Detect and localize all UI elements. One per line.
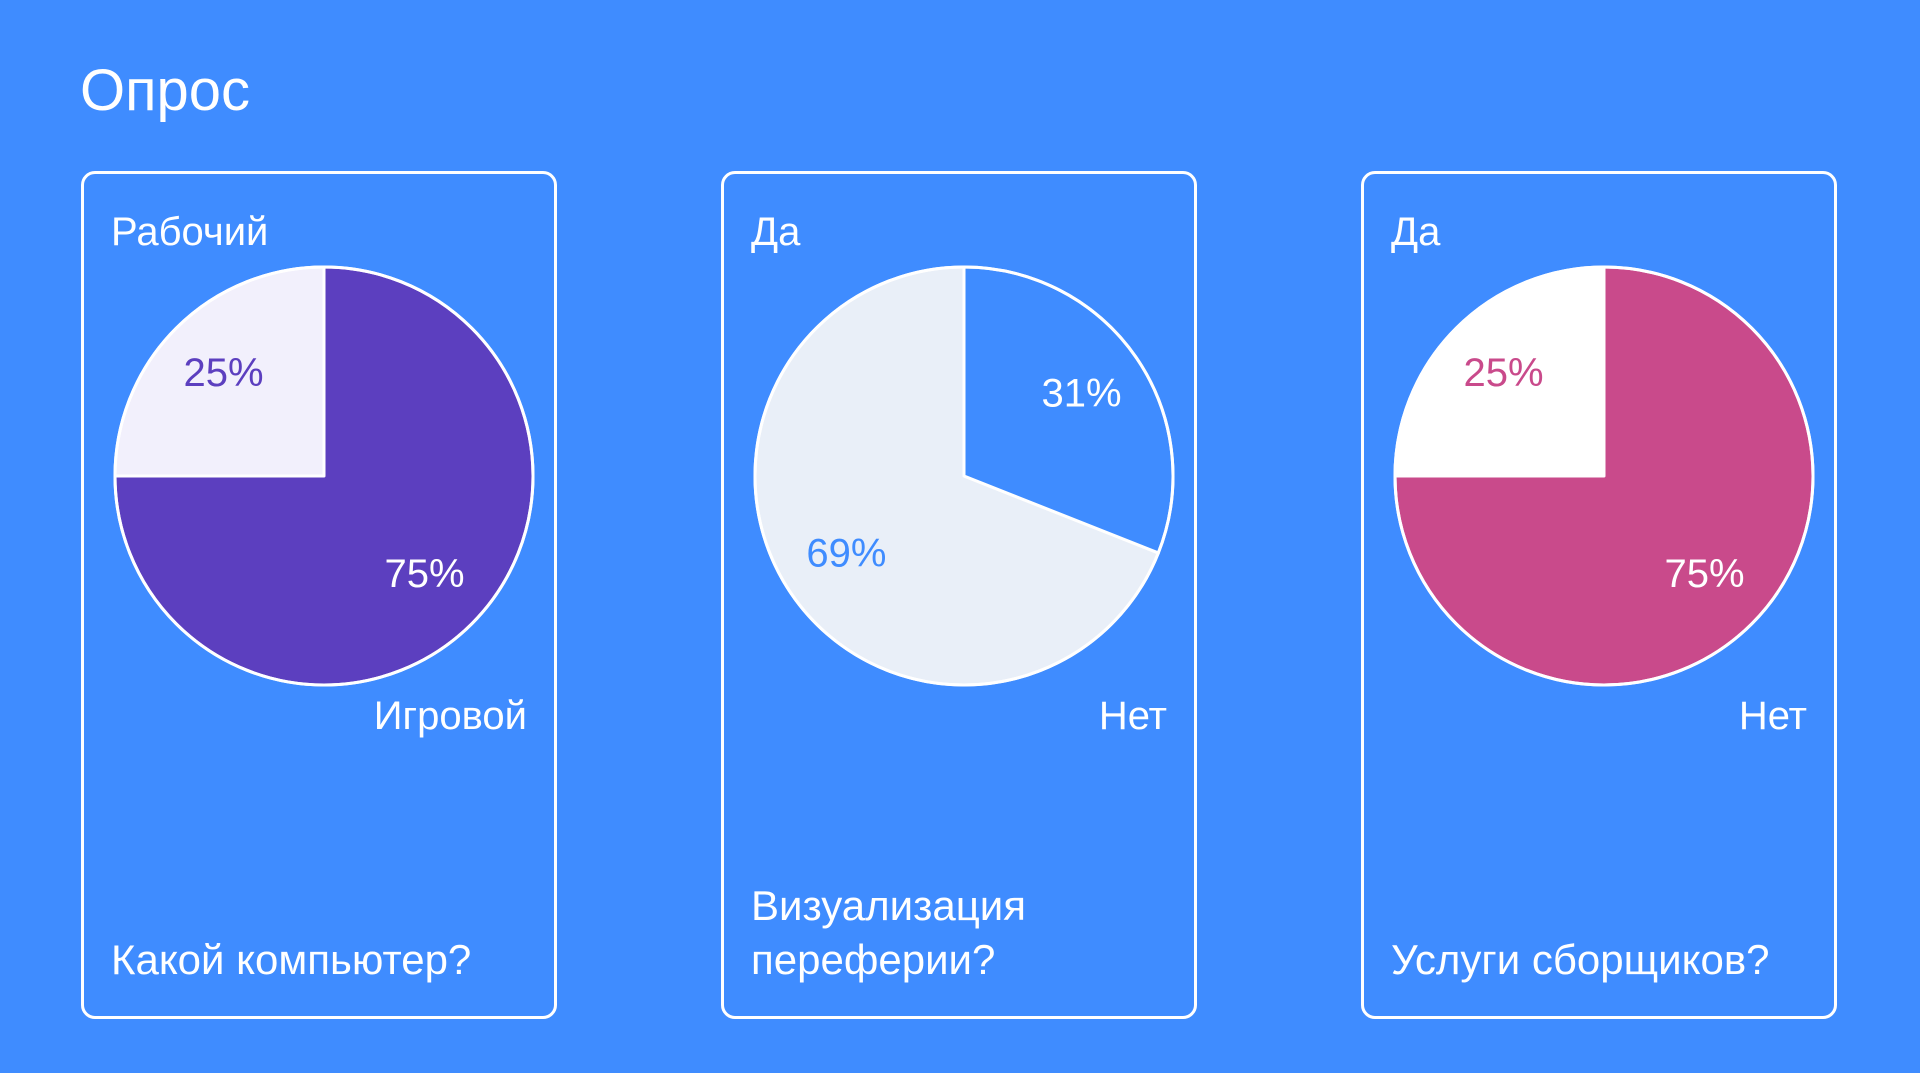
pie-legend-label-first: Да xyxy=(1391,210,1441,254)
pie-value-label-2: 75% xyxy=(1664,552,1744,596)
pie-legend-label-second: Нет xyxy=(1098,694,1167,738)
survey-question: Услуги сборщиков? xyxy=(1391,936,1770,984)
pie-legend-label-second: Нет xyxy=(1738,694,1807,738)
pie-value-label-1: 25% xyxy=(1463,351,1543,395)
pie-chart-peripherals: 69% 31% xyxy=(753,265,1175,687)
pie-legend-label-first: Да xyxy=(751,210,801,254)
pie-legend-label-second: Игровой xyxy=(373,694,527,738)
pie-legend-label-first: Рабочий xyxy=(111,210,269,254)
pie-value-label-2: 75% xyxy=(384,552,464,596)
pie-value-label-1: 69% xyxy=(806,531,886,575)
survey-question: Визуализация переферии? xyxy=(751,881,1026,984)
pie-value-label-1: 25% xyxy=(183,351,263,395)
survey-card-computer: Рабочий 25% 75% Игровой Какой компьютер? xyxy=(81,171,557,1019)
survey-card-assemblers: Да 25% 75% Нет Услуги сборщиков? xyxy=(1361,171,1837,1019)
pie-outline xyxy=(753,265,1175,687)
pie-chart-assemblers: 25% 75% xyxy=(1393,265,1815,687)
pie-outline xyxy=(113,265,535,687)
survey-card-peripherals: Да 69% 31% Нет Визуализация переферии? xyxy=(721,171,1197,1019)
pie-chart-computer: 25% 75% xyxy=(113,265,535,687)
survey-question: Какой компьютер? xyxy=(111,936,472,984)
pie-outline xyxy=(1393,265,1815,687)
page-title: Опрос xyxy=(80,58,251,123)
pie-value-label-2: 31% xyxy=(1042,372,1122,416)
